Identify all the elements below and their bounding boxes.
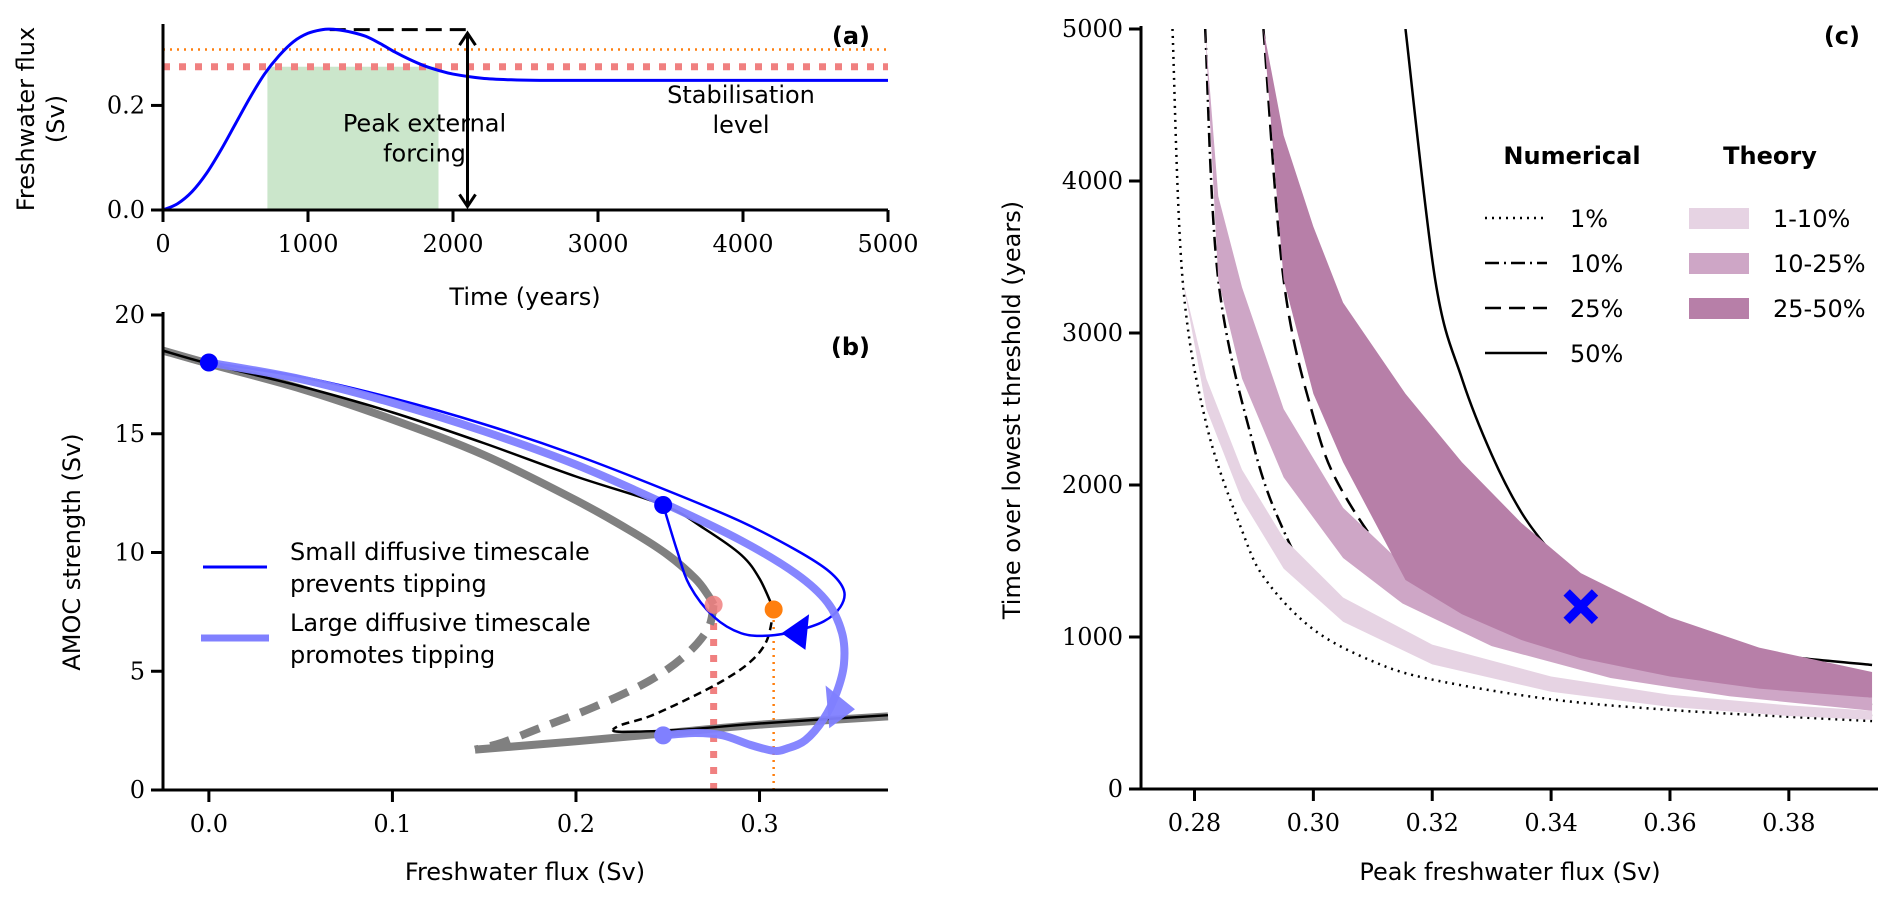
legend-label: 1-10% [1773,205,1850,233]
x-tick-label: 0.28 [1168,809,1221,837]
legend-label: 25-50% [1773,295,1866,323]
y-tick-label: 15 [114,420,145,448]
x-axis-label: Peak freshwater flux (Sv) [1359,858,1660,886]
legend-label: 10-25% [1773,250,1866,278]
y-tick-label: 0 [1108,775,1123,803]
legend-label: 10% [1570,250,1623,278]
y-axis-label: Time over lowest threshold (years) [998,201,1026,620]
blue-x-marker [1563,589,1599,624]
annotation-text: level [712,111,769,139]
series-equilibrium-small-timescale-stable-upper [162,349,775,611]
series-large-diffusive-timescale-trajectory [208,358,849,755]
y-tick-label: 3000 [1062,319,1123,347]
y-tick-label: 5 [130,657,145,685]
legend-label: prevents tipping [290,570,487,598]
y-tick-label: 0 [130,776,145,804]
legend-title-numerical: Numerical [1503,142,1640,170]
legend-label: Large diffusive timescale [290,609,591,637]
series-equilibrium-large-timescale-stable-upper [161,346,718,607]
marker-large-timescale-end [654,726,673,745]
y-axis-label: (Sv) [42,95,70,143]
series-equilibrium-small-timescale-unstable [612,609,775,731]
x-tick-label: 0.34 [1524,809,1577,837]
x-tick-label: 0.2 [557,810,595,838]
x-axis-label: Time (years) [448,283,600,311]
y-tick-label: 1000 [1062,623,1123,651]
x-tick-label: 0.32 [1406,809,1459,837]
y-tick-label: 0.0 [107,196,145,224]
panel-label: (a) [832,22,870,50]
legend-label: Small diffusive timescale [290,538,590,566]
series-equilibrium-large-timescale-unstable [474,603,718,754]
y-axis-label: AMOC strength (Sv) [58,433,86,670]
numerical-line-10pct [1203,29,1873,718]
x-tick-label: 1000 [277,230,338,258]
panel-label: (b) [831,333,870,361]
theory-band-10-25% [1205,29,1873,711]
annotation-text: forcing [383,140,466,168]
x-tick-label: 2000 [422,230,483,258]
y-tick-label: 4000 [1062,167,1123,195]
legend-label: 1% [1570,205,1608,233]
legend-swatch-25-50% [1689,298,1749,319]
series-small-diffusive-timescale-trajectory [208,361,846,638]
trajectory-arrow-large [825,685,855,729]
legend-label: 50% [1570,340,1623,368]
x-tick-label: 0 [155,230,170,258]
shaded-region [267,66,439,210]
y-tick-label: 2000 [1062,471,1123,499]
x-axis-label: Freshwater flux (Sv) [405,858,645,886]
forcing-line [162,27,888,212]
panel-label: (c) [1824,22,1860,50]
legend-swatch-1-10% [1689,208,1749,229]
y-tick-label: 20 [114,301,145,329]
marker-small-timescale-end [654,496,673,514]
legend-title-theory: Theory [1723,142,1817,170]
y-axis-label: Freshwater flux [12,27,40,211]
theory-band-25-50% [1263,29,1873,698]
annotation-text: Peak external [343,110,506,138]
x-tick-label: 0.3 [740,810,778,838]
x-tick-label: 0.30 [1287,809,1340,837]
numerical-line-1pct [1171,29,1873,723]
marker-large-timescale-tipping-point [704,595,723,614]
legend-swatch-10-25% [1689,253,1749,274]
annotation-text: Stabilisation [667,81,815,109]
legend-label: promotes tipping [290,641,495,669]
x-tick-label: 0.0 [190,810,228,838]
y-tick-label: 10 [114,539,145,567]
y-tick-label: 5000 [1062,15,1123,43]
x-tick-label: 0.38 [1762,809,1815,837]
x-tick-label: 0.1 [373,810,411,838]
marker-start [199,353,218,372]
x-tick-label: 4000 [712,230,773,258]
trajectory-arrow-small [781,614,810,650]
marker-small-timescale-tipping-point [764,600,783,619]
arrow-head-up [458,30,477,47]
x-tick-label: 0.36 [1643,809,1696,837]
legend-label: 25% [1570,295,1623,323]
arrow-head-down [458,193,477,210]
x-tick-label: 3000 [567,230,628,258]
y-tick-label: 0.2 [107,91,145,119]
x-tick-label: 5000 [857,230,918,258]
